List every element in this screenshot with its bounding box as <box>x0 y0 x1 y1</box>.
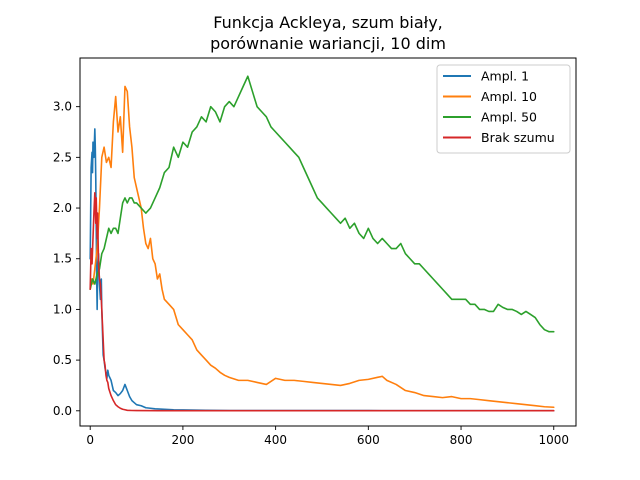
x-axis: 0 200 400 600 800 1000 <box>86 426 569 447</box>
x-tick-label: 600 <box>357 433 380 447</box>
chart-title-line-1: Funkcja Ackleya, szum biały, <box>213 13 443 32</box>
y-tick-label: 3.0 <box>53 100 72 114</box>
legend-label: Ampl. 1 <box>481 69 529 84</box>
legend-label: Brak szumu <box>481 130 555 145</box>
y-tick-label: 2.5 <box>53 150 72 164</box>
plot-lines <box>89 75 555 412</box>
legend-label: Ampl. 10 <box>481 89 537 104</box>
series-line-brak-szumu <box>89 192 555 412</box>
x-tick-label: 800 <box>450 433 473 447</box>
x-tick-label: 400 <box>264 433 287 447</box>
plot-frame <box>79 57 577 427</box>
series-line-ampl-10 <box>89 85 555 409</box>
x-tick-label: 200 <box>171 433 194 447</box>
y-tick-label: 1.5 <box>53 252 72 266</box>
y-tick-label: 0.5 <box>53 353 72 367</box>
x-tick-label: 1000 <box>538 433 569 447</box>
series-line-ampl-50 <box>89 75 555 333</box>
x-tick-label: 0 <box>86 433 94 447</box>
chart-title-line-2: porównanie wariancji, 10 dim <box>210 34 446 53</box>
y-axis: 0.0 0.5 1.0 1.5 2.0 2.5 3.0 <box>53 100 80 418</box>
legend-label: Ampl. 50 <box>481 110 537 125</box>
legend: Ampl. 1 Ampl. 10 Ampl. 50 Brak szumu <box>436 64 571 154</box>
y-tick-label: 0.0 <box>53 404 72 418</box>
y-tick-label: 1.0 <box>53 302 72 316</box>
legend-box <box>436 64 571 154</box>
y-tick-label: 2.0 <box>53 201 72 215</box>
